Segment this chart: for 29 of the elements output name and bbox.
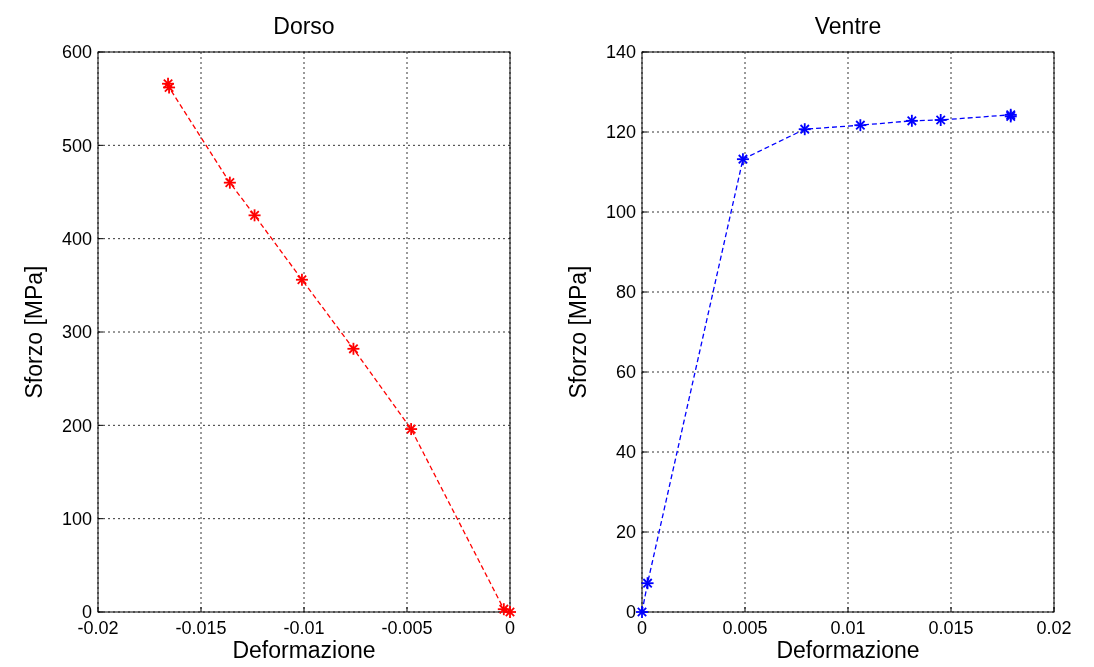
y-axis-title: Sforzo [MPa]	[565, 265, 591, 399]
y-tick-label: 120	[605, 122, 636, 143]
x-tick-label: -0.01	[283, 618, 325, 638]
y-tick-label: 200	[61, 415, 92, 436]
x-tick-label: 0	[504, 618, 516, 638]
chart-title: Dorso	[273, 13, 335, 39]
x-axis-title: Deformazione	[776, 637, 920, 663]
x-tick-label: 0.01	[830, 618, 866, 638]
y-tick-label: 140	[605, 42, 636, 63]
y-tick-label: 100	[61, 508, 92, 529]
y-tick-label: 0	[625, 602, 636, 623]
x-axis-title: Deformazione	[232, 637, 376, 663]
y-tick-label: 40	[615, 442, 636, 463]
y-axis-title: Sforzo [MPa]	[21, 265, 47, 399]
x-tick-label: -0.02	[77, 618, 119, 638]
y-tick-label: 500	[61, 135, 92, 156]
y-tick-label: 400	[61, 228, 92, 249]
x-tick-label: 0.005	[722, 618, 768, 638]
y-tick-label: 80	[615, 282, 636, 303]
y-tick-label: 100	[605, 202, 636, 223]
y-tick-label: 20	[615, 522, 636, 543]
chart-title: Ventre	[814, 13, 882, 39]
x-tick-label: -0.015	[175, 618, 227, 638]
y-tick-label: 60	[615, 362, 636, 383]
x-tick-label: -0.005	[381, 618, 433, 638]
x-tick-label: 0.02	[1036, 618, 1072, 638]
y-tick-label: 300	[61, 322, 92, 343]
x-tick-label: 0.015	[928, 618, 974, 638]
y-tick-label: 600	[61, 42, 92, 63]
